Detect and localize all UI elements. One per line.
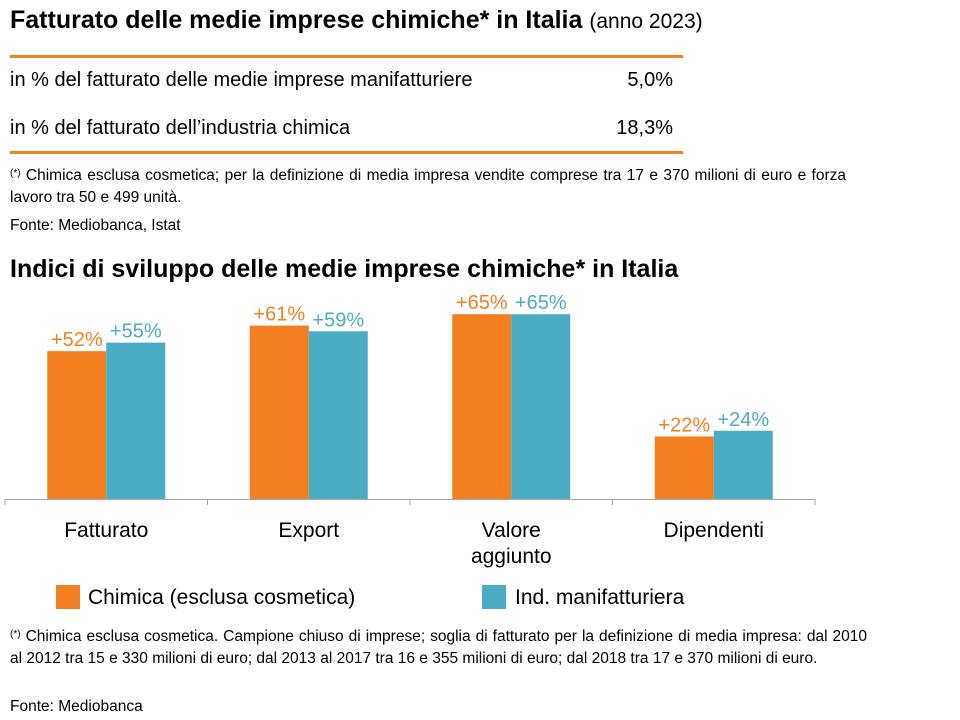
- divider-bottom: [10, 151, 683, 154]
- footnote-marker: (*): [10, 168, 21, 179]
- bar-chemical-1: [249, 325, 309, 499]
- divider-top: [10, 55, 683, 58]
- stat-value-manufacturing: 5,0%: [627, 69, 673, 91]
- footnote-top: (*) Chimica esclusa cosmetica; per la de…: [10, 165, 846, 209]
- main-title: Fatturato delle medie imprese chimiche* …: [10, 6, 703, 35]
- bar-manufacturing-2: [511, 314, 571, 499]
- footnote-bottom: (*) Chimica esclusa cosmetica. Campione …: [10, 626, 867, 670]
- source-bottom: Fonte: Mediobanca: [10, 698, 143, 715]
- bar-manufacturing-3: [713, 430, 773, 499]
- data-label-chemical-1: +61%: [253, 304, 305, 326]
- category-label-2: Valore: [482, 519, 541, 542]
- data-label-manufacturing-2: +65%: [515, 292, 567, 314]
- footnote-text: Chimica esclusa cosmetica; per la defini…: [10, 167, 846, 206]
- category-label-3: Dipendenti: [664, 519, 764, 542]
- data-label-manufacturing-0: +55%: [110, 321, 162, 343]
- legend-label-chemical: Chimica (esclusa cosmetica): [88, 586, 356, 609]
- stat-value-chemical: 18,3%: [616, 117, 673, 139]
- category-label-2: aggiunto: [471, 545, 552, 568]
- bar-chemical-3: [654, 436, 714, 499]
- stat-label-chemical: in % del fatturato dell’industria chimic…: [10, 117, 351, 139]
- bar-chemical-2: [452, 314, 512, 499]
- year-note: (anno 2023): [589, 10, 703, 33]
- source-top: Fonte: Mediobanca, Istat: [10, 217, 181, 234]
- bar-chart: +52% +55% Fatturato +61% +59% Export +65% +65% V…: [4, 292, 816, 568]
- data-label-manufacturing-1: +59%: [312, 309, 364, 331]
- data-label-chemical-2: +65%: [456, 292, 508, 314]
- stat-label-manufacturing: in % del fatturato delle medie imprese m…: [10, 69, 473, 91]
- bar-chemical-0: [47, 351, 107, 499]
- bar-manufacturing-0: [106, 342, 166, 499]
- data-label-chemical-0: +52%: [51, 329, 103, 351]
- category-label-1: Export: [278, 519, 339, 542]
- footnote-bottom-text: Chimica esclusa cosmetica. Campione chiu…: [10, 628, 867, 667]
- legend-swatch-chemical: [56, 585, 80, 609]
- legend-swatch-manufacturing: [482, 585, 506, 609]
- legend-label-manufacturing: Ind. manifatturiera: [515, 586, 685, 609]
- data-label-manufacturing-3: +24%: [717, 409, 769, 431]
- chart-title: Indici di sviluppo delle medie imprese c…: [10, 255, 679, 283]
- footnote-bottom-marker: (*): [10, 629, 21, 640]
- main-title-text: Fatturato delle medie imprese chimiche* …: [10, 6, 583, 34]
- bar-manufacturing-1: [308, 331, 368, 499]
- data-label-chemical-3: +22%: [658, 414, 710, 436]
- category-label-0: Fatturato: [64, 519, 148, 542]
